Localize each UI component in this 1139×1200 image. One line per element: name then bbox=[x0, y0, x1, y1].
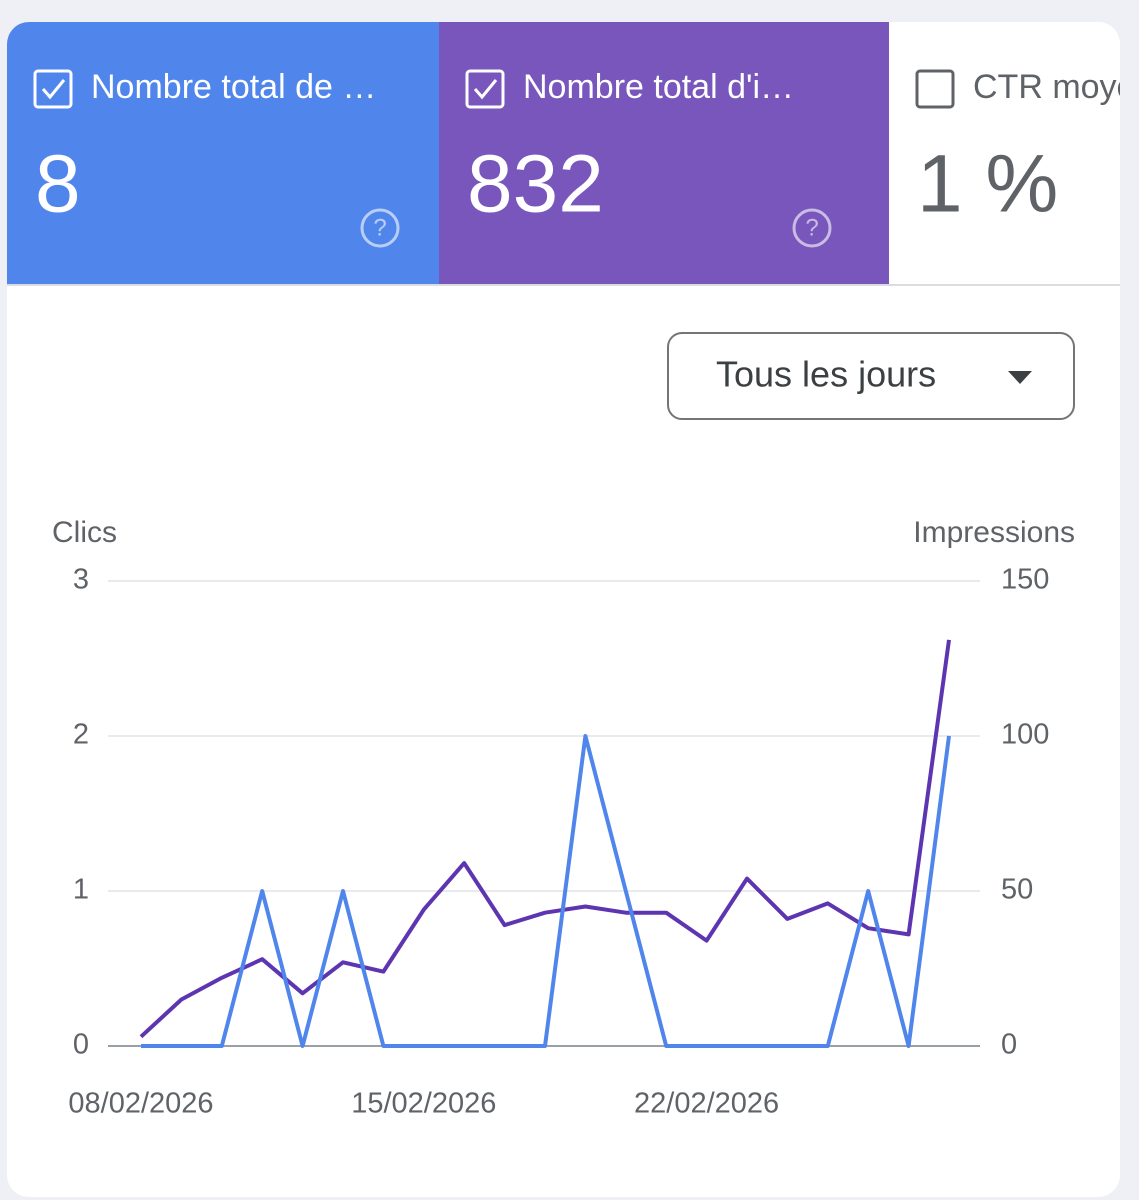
panel bbox=[7, 22, 1120, 1197]
tab-title[interactable]: Nombre total de … bbox=[91, 68, 376, 106]
dropdown[interactable]: Tous les jours bbox=[667, 332, 1075, 420]
checkbox[interactable] bbox=[33, 69, 73, 109]
metric-tabs: Nombre total de … 8 ? Nombre total d'i… 832?… bbox=[7, 22, 1139, 285]
x-tick-label: 08/02/2026 bbox=[68, 1088, 213, 1120]
y-tick-label: 3 bbox=[73, 564, 89, 596]
y2-tick-label: 50 bbox=[1001, 874, 1033, 906]
help-icon[interactable] bbox=[360, 208, 400, 248]
x-tick-label: 15/02/2026 bbox=[351, 1088, 496, 1120]
tab-background[interactable] bbox=[439, 22, 889, 285]
tab-title[interactable]: Nombre total d'i… bbox=[523, 68, 794, 106]
dropdown-arrow[interactable] bbox=[1008, 371, 1032, 384]
checkbox[interactable] bbox=[915, 69, 955, 109]
y2-axis-title: Impressions bbox=[913, 516, 1075, 549]
y-axis-title: Clics bbox=[52, 516, 117, 549]
help-icon[interactable] bbox=[792, 208, 832, 248]
tab-value[interactable]: 832 bbox=[467, 139, 604, 230]
y2-tick-label: 150 bbox=[1001, 564, 1049, 596]
y2-tick-label: 0 bbox=[1001, 1029, 1017, 1061]
checkmark[interactable] bbox=[41, 79, 66, 100]
y-tick-label: 1 bbox=[73, 874, 89, 906]
tab-title[interactable]: CTR moyen bbox=[973, 68, 1139, 106]
dropdown-label[interactable]: Tous les jours bbox=[716, 354, 936, 395]
series-line bbox=[141, 734, 951, 1048]
metric-tab[interactable]: Nombre total de … 8? bbox=[7, 22, 439, 285]
y-tick-label: 2 bbox=[73, 719, 89, 751]
y-tick-label: 0 bbox=[73, 1029, 89, 1061]
tab-value[interactable]: 1 % bbox=[917, 139, 1058, 230]
metric-tab[interactable]: Nombre total d'i… 832? bbox=[439, 22, 889, 285]
help-icon-mark[interactable]: ? bbox=[373, 214, 386, 241]
checkmark[interactable] bbox=[473, 79, 498, 100]
series-line bbox=[139, 639, 951, 1039]
chart: 0 1 2 3 0 50 100 150 08/02/2026 15/02/2026 22/02/2… bbox=[68, 564, 1049, 1120]
checkbox[interactable] bbox=[465, 69, 505, 109]
x-tick-label: 22/02/2026 bbox=[634, 1088, 779, 1120]
tab-value[interactable]: 8 bbox=[35, 139, 81, 230]
help-icon-mark[interactable]: ? bbox=[805, 214, 818, 241]
y2-tick-label: 100 bbox=[1001, 719, 1049, 751]
tab-background[interactable] bbox=[889, 22, 1139, 285]
metric-tab[interactable]: CTR moyen 1 % bbox=[889, 22, 1139, 285]
dropdown-box[interactable] bbox=[667, 332, 1075, 420]
